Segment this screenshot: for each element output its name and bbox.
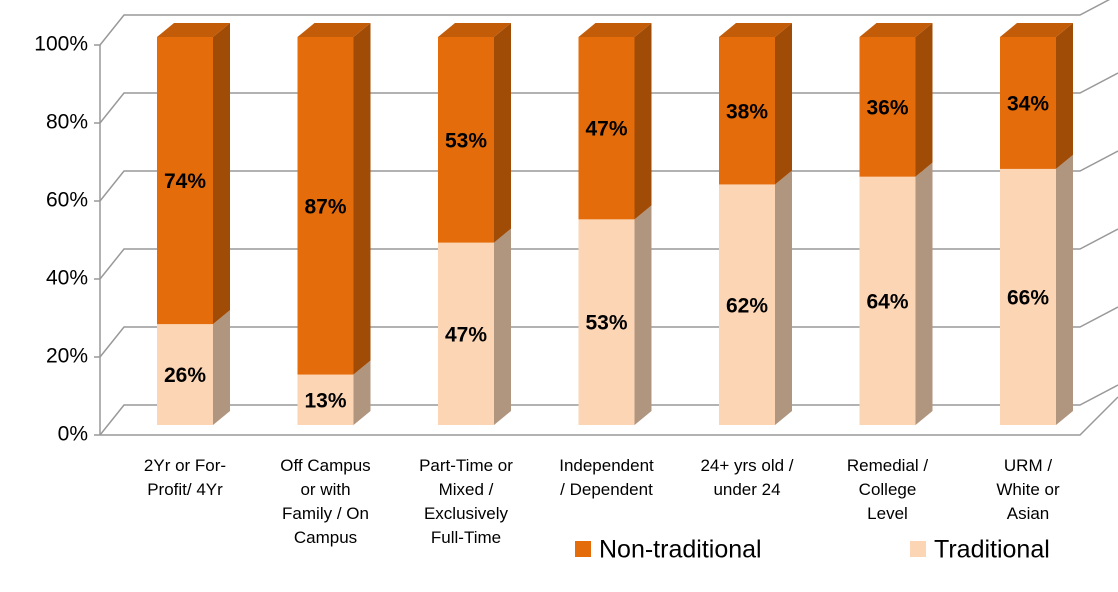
bar-segment	[157, 310, 230, 425]
y-tick-label: 0%	[58, 423, 88, 446]
x-tick-label: Part-Time or Mixed / Exclusively Full-Time	[419, 456, 513, 547]
bar-top	[1000, 23, 1073, 37]
bar-top	[859, 23, 933, 37]
bar	[438, 37, 494, 243]
bar	[157, 37, 213, 325]
bar-segment	[438, 228, 511, 425]
bar-segment	[1000, 23, 1073, 169]
legend-swatch	[910, 541, 926, 557]
value-label: 87%	[304, 195, 346, 218]
bar	[859, 176, 916, 425]
bar-segment	[297, 360, 371, 425]
bar	[297, 374, 354, 425]
bar-side	[775, 170, 792, 425]
bar-side	[213, 23, 230, 325]
bar-side	[634, 205, 652, 425]
x-tick-label: 24+ yrs old / under 24	[700, 456, 793, 499]
bar-side	[213, 310, 230, 425]
value-label: 36%	[866, 96, 908, 119]
bar-side	[353, 360, 371, 425]
bar-segment	[1000, 154, 1073, 426]
bar-top	[297, 23, 371, 37]
x-tick-label: Remedial / College Level	[847, 456, 929, 523]
value-label: 13%	[304, 389, 346, 412]
bar-segment	[578, 23, 652, 220]
y-tick-label: 40%	[46, 267, 88, 290]
bar	[578, 219, 635, 425]
bar	[719, 37, 775, 185]
bar-segment	[859, 23, 933, 177]
value-label: 66%	[1007, 287, 1049, 310]
grid-line	[99, 0, 1111, 46]
bar	[1000, 37, 1056, 169]
bar-side	[915, 162, 933, 425]
value-label: 47%	[585, 118, 627, 141]
y-tick-label: 60%	[46, 189, 88, 212]
x-tick-label: URM / White or Asian	[996, 456, 1060, 523]
bar-top	[438, 23, 511, 37]
y-tick-label: 80%	[46, 111, 88, 134]
value-label: 62%	[726, 294, 768, 317]
bar	[1000, 168, 1056, 426]
bar-segment	[719, 23, 792, 185]
bar-top	[157, 23, 230, 37]
bar	[438, 242, 494, 425]
bar	[859, 37, 916, 177]
bar-side	[1056, 23, 1073, 169]
value-label: 53%	[585, 312, 627, 335]
bar-side	[1056, 154, 1073, 426]
value-label: 26%	[164, 364, 206, 387]
value-label: 47%	[445, 323, 487, 346]
y-tick-label: 100%	[34, 33, 88, 56]
floor-edge	[100, 396, 1118, 436]
bar-segment	[297, 23, 371, 375]
bar-segment	[859, 162, 933, 425]
legend-label: Traditional	[934, 536, 1050, 564]
value-label: 38%	[726, 100, 768, 123]
bar-top	[578, 23, 652, 37]
bar	[157, 324, 213, 425]
legend-label: Non-traditional	[599, 536, 762, 564]
y-tick-label: 20%	[46, 345, 88, 368]
bar-side	[494, 228, 511, 425]
bar-segment	[719, 170, 792, 425]
bar-side	[634, 23, 652, 220]
bar	[578, 37, 635, 220]
bar	[297, 37, 354, 375]
value-label: 53%	[445, 129, 487, 152]
bar-top	[719, 23, 792, 37]
bar	[719, 184, 775, 425]
bar-side	[353, 23, 371, 375]
value-label: 34%	[1007, 93, 1049, 116]
bar-segment	[578, 205, 652, 425]
x-tick-label: Independent / Dependent	[559, 456, 654, 499]
legend-swatch	[575, 541, 591, 557]
bar-segment	[157, 23, 230, 325]
x-tick-label: Off Campus or with Family / On Campus	[280, 456, 370, 547]
value-label: 64%	[866, 290, 908, 313]
value-label: 74%	[164, 170, 206, 193]
bar-segment	[438, 23, 511, 243]
bar-side	[494, 23, 511, 243]
bar-side	[775, 23, 792, 185]
x-tick-label: 2Yr or For-Profit/ 4Yr	[144, 456, 226, 499]
bar-side	[915, 23, 933, 177]
